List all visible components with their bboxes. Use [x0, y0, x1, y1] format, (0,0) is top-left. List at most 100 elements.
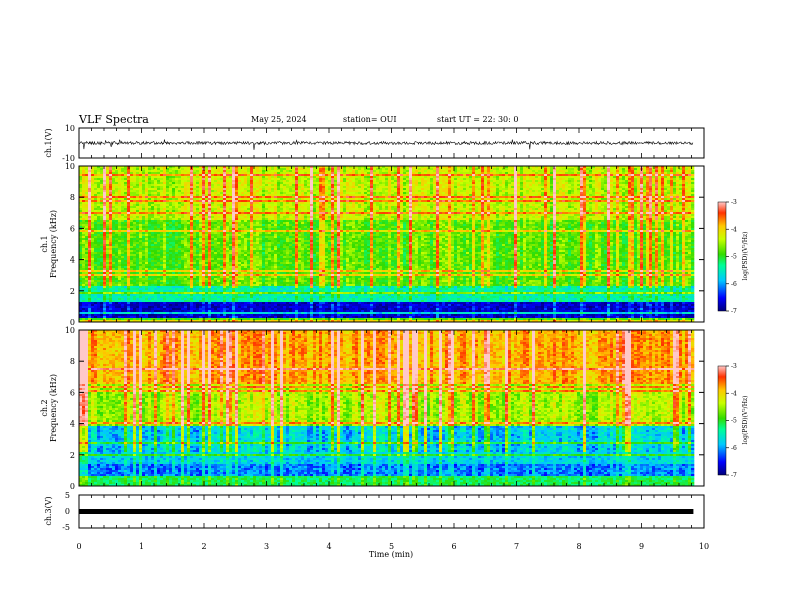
- spectrogram-cell: [526, 172, 529, 174]
- spectrogram-cell: [316, 186, 319, 188]
- spectrogram-cell: [448, 204, 451, 206]
- spectrogram-cell: [109, 188, 112, 190]
- spectrogram-cell: [331, 174, 334, 176]
- spectrogram-cell: [409, 196, 412, 198]
- spectrogram-cell: [433, 196, 436, 198]
- spectrogram-cell: [685, 200, 688, 202]
- spectrogram-cell: [349, 182, 352, 184]
- spectrogram-cell: [622, 168, 625, 170]
- spectrogram-cell: [253, 188, 256, 190]
- spectrogram-cell: [229, 176, 232, 178]
- spectrogram-cell: [82, 194, 85, 196]
- spectrogram-cell: [244, 194, 247, 196]
- spectrogram-cell: [88, 202, 91, 204]
- spectrogram-cell: [565, 188, 568, 190]
- spectrogram-cell: [280, 194, 283, 196]
- spectrogram-cell: [586, 186, 589, 188]
- spectrogram-cell: [427, 196, 430, 198]
- spectrogram-cell: [406, 198, 409, 200]
- spectrogram-cell: [376, 200, 379, 202]
- spectrogram-cell: [379, 186, 382, 188]
- spectrogram-cell: [661, 174, 664, 176]
- spectrogram-cell: [274, 170, 277, 172]
- spectrogram-cell: [100, 176, 103, 178]
- spectrogram-cell: [478, 198, 481, 200]
- spectrogram-cell: [550, 206, 553, 208]
- spectrogram-cell: [616, 190, 619, 192]
- spectrogram-cell: [322, 182, 325, 184]
- spectrogram-cell: [109, 208, 112, 210]
- spectrogram-cell: [253, 176, 256, 178]
- spectrogram-cell: [337, 170, 340, 172]
- spectrogram-cell: [442, 200, 445, 202]
- spectrogram-cell: [130, 180, 133, 182]
- spectrogram-cell: [85, 206, 88, 208]
- spectrogram-cell: [127, 184, 130, 186]
- spectrogram-cell: [328, 196, 331, 198]
- spectrogram-cell: [163, 174, 166, 176]
- spectrogram-cell: [316, 200, 319, 202]
- spectrogram-cell: [388, 202, 391, 204]
- spectrogram-cell: [391, 200, 394, 202]
- spectrogram-cell: [580, 176, 583, 178]
- spectrogram-cell: [367, 194, 370, 196]
- spectrogram-cell: [457, 168, 460, 170]
- spectrogram-cell: [340, 198, 343, 200]
- spectrogram-cell: [445, 168, 448, 170]
- spectrogram-cell: [478, 192, 481, 194]
- spectrogram-cell: [439, 176, 442, 178]
- spectrogram-cell: [280, 180, 283, 182]
- spectrogram-cell: [283, 190, 286, 192]
- spectrogram-cell: [529, 172, 532, 174]
- spectrogram-cell: [655, 178, 658, 180]
- spectrogram-cell: [202, 182, 205, 184]
- spectrogram-cell: [289, 178, 292, 180]
- spectrogram-cell: [589, 200, 592, 202]
- spectrogram-cell: [625, 180, 628, 182]
- spectrogram-cell: [400, 198, 403, 200]
- spectrogram-cell: [91, 176, 94, 178]
- spectrogram-cell: [88, 172, 91, 174]
- spectrogram-cell: [574, 192, 577, 194]
- spectrogram-cell: [685, 204, 688, 206]
- spectrogram-cell: [370, 172, 373, 174]
- spectrogram-cell: [325, 200, 328, 202]
- spectrogram-cell: [325, 174, 328, 176]
- spectrogram-cell: [526, 202, 529, 204]
- spectrogram-cell: [607, 184, 610, 186]
- spectrogram-cell: [511, 168, 514, 170]
- spectrogram-cell: [184, 172, 187, 174]
- spectrogram-cell: [262, 180, 265, 182]
- spectrogram-cell: [319, 204, 322, 206]
- spectrogram-cell: [685, 176, 688, 178]
- spectrogram-cell: [577, 184, 580, 186]
- spectrogram-cell: [184, 188, 187, 190]
- spectrogram-cell: [340, 204, 343, 206]
- spectrogram-cell: [532, 168, 535, 170]
- spectrogram-cell: [376, 196, 379, 198]
- spectrogram-cell: [595, 206, 598, 208]
- spectrogram-cell: [370, 180, 373, 182]
- spectrogram-cell: [622, 198, 625, 200]
- spectrogram-cell: [139, 180, 142, 182]
- spectrogram-cell: [418, 198, 421, 200]
- spectrogram-cell: [679, 188, 682, 190]
- spectrogram-cell: [598, 200, 601, 202]
- spectrogram-cell: [511, 174, 514, 176]
- spectrogram-cell: [499, 204, 502, 206]
- spectrogram-cell: [655, 200, 658, 202]
- spectrogram-cell: [478, 206, 481, 208]
- spectrogram-cell: [181, 170, 184, 172]
- spectrogram-cell: [523, 196, 526, 198]
- spectrogram-cell: [88, 186, 91, 188]
- spectrogram-cell: [184, 170, 187, 172]
- spectrogram-cell: [544, 184, 547, 186]
- spectrogram-cell: [220, 172, 223, 174]
- spectrogram-cell: [412, 204, 415, 206]
- spectrogram-cell: [538, 180, 541, 182]
- spectrogram-cell: [691, 176, 694, 178]
- spectrogram-cell: [325, 196, 328, 198]
- spectrogram-cell: [607, 172, 610, 174]
- spectrogram-cell: [325, 202, 328, 204]
- spectrogram-cell: [361, 204, 364, 206]
